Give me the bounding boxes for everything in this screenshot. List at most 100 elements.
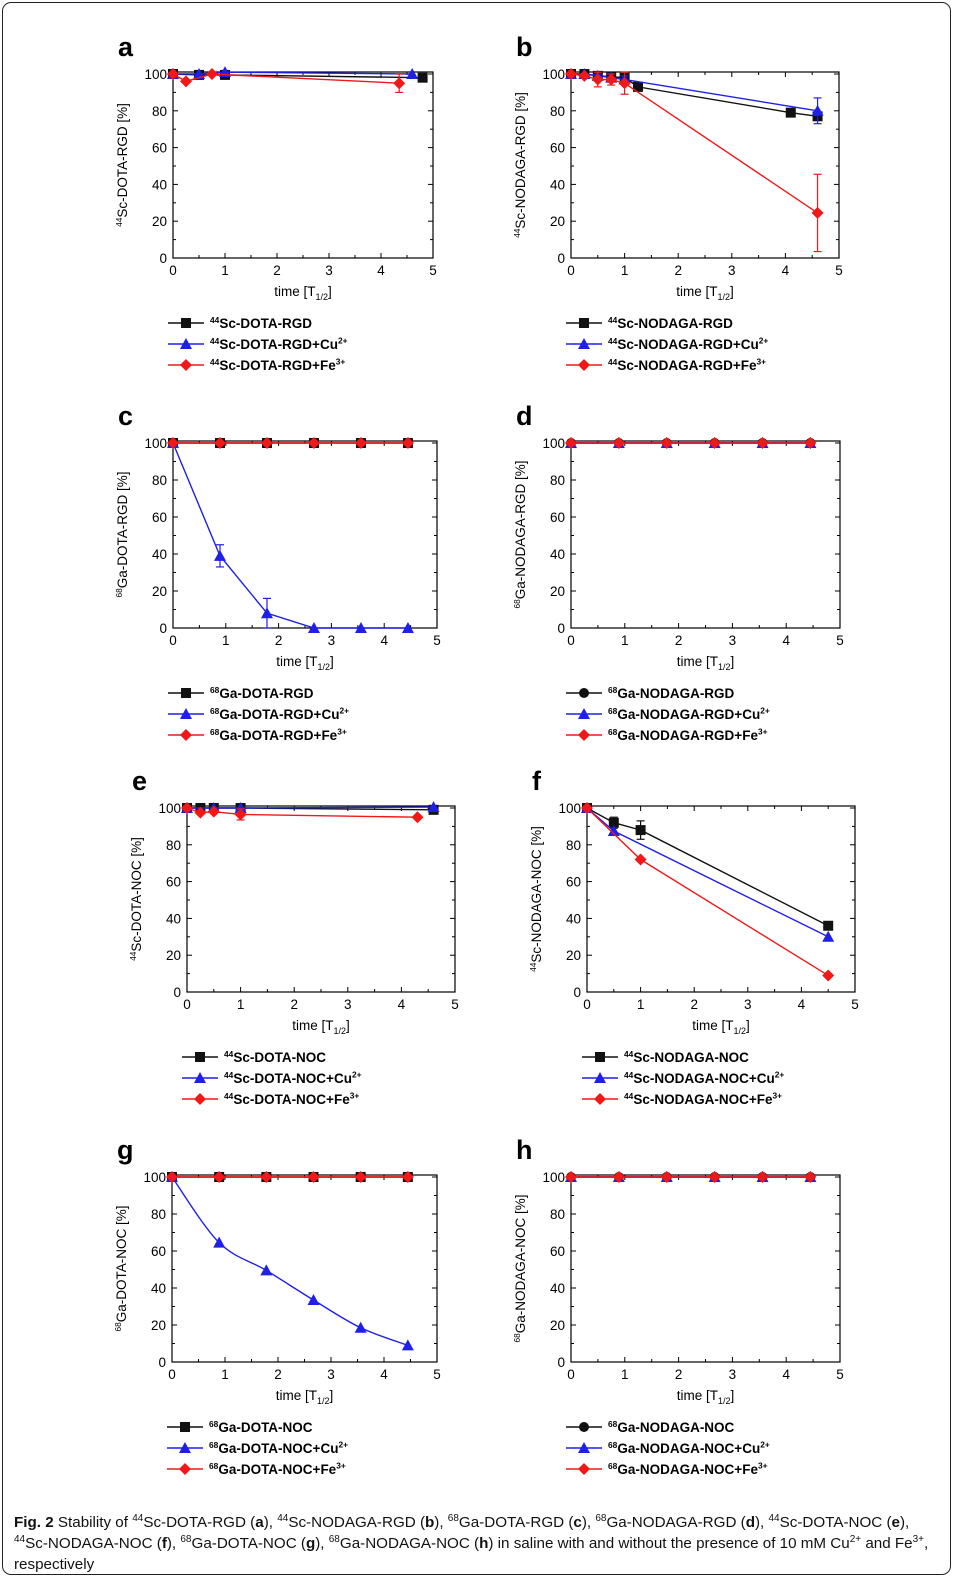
data-point (608, 817, 619, 828)
series-line (172, 442, 408, 629)
x-tick-label: 5 (851, 997, 859, 1012)
series-black (582, 803, 834, 931)
data-point (591, 73, 604, 86)
plot-frame (570, 440, 841, 629)
data-point (206, 68, 218, 80)
caption-fragment: Sc-NODAGA-NOC ( (25, 1535, 162, 1552)
y-tick-label: 60 (152, 510, 167, 525)
caption-fragment: Ga-NODAGA-NOC ( (339, 1535, 480, 1552)
data-point (393, 77, 406, 90)
y-tick-label: 20 (152, 584, 167, 599)
legend-label: 68Ga-DOTA-RGD (210, 685, 314, 701)
panel-letter-g: g (117, 1135, 134, 1165)
series-red (167, 437, 414, 449)
figure-caption: Fig. 2 Stability of 44Sc-DOTA-RGD (a), 4… (14, 1512, 939, 1575)
y-tick-label: 80 (550, 1207, 565, 1222)
caption-fragment: 44 (14, 1533, 26, 1545)
legend-marker (579, 1422, 589, 1432)
x-tick-label: 4 (782, 1367, 790, 1382)
x-tick-label: 4 (782, 633, 790, 648)
y-axis-label: 68Ga-NODAGA-RGD [%] (512, 460, 528, 608)
data-point (565, 437, 577, 449)
plot-frame (172, 440, 438, 629)
series-blue (581, 802, 835, 942)
legend-label: 44Sc-NODAGA-RGD+Fe3+ (608, 356, 766, 373)
plot-frame (570, 1174, 841, 1363)
data-point (811, 206, 824, 219)
data-point (578, 69, 591, 82)
x-tick-label: 1 (621, 633, 629, 648)
caption-fragment: Ga-DOTA-NOC ( (191, 1535, 306, 1552)
panel-b: b 0 1 2 3 4 5 0 20 40 60 80 100 time [T1/2] 44Sc-NODAG… (512, 32, 843, 373)
y-tick-label: 20 (550, 1318, 565, 1333)
y-tick-label: 0 (159, 621, 167, 636)
legend-label: 68Ga-NODAGA-NOC (608, 1419, 735, 1435)
series-blue (167, 437, 414, 633)
legend-marker (578, 1442, 590, 1453)
y-tick-label: 80 (566, 838, 581, 853)
y-axis-label: 44Sc-DOTA-NOC [%] (128, 837, 144, 961)
legend-label: 44Sc-NODAGA-NOC+Fe3+ (624, 1090, 782, 1107)
series-line (586, 807, 829, 977)
plot-frame (171, 1174, 438, 1363)
caption-fragment: g (305, 1535, 316, 1552)
legend-marker (578, 359, 590, 371)
legend-marker (594, 1093, 606, 1105)
data-point (167, 68, 179, 80)
figure-label: Fig. 2 (14, 1514, 54, 1531)
caption-fragment: , respectively (14, 1535, 929, 1573)
data-point (401, 1171, 414, 1183)
x-tick-label: 0 (567, 633, 575, 648)
legend-marker (181, 688, 191, 698)
data-point (822, 969, 835, 982)
data-point (756, 437, 769, 449)
y-tick-label: 0 (573, 985, 581, 1000)
data-point (213, 549, 226, 561)
panel-h: h 0 1 2 3 4 5 0 20 40 60 80 100 time [T1/2] 68Ga-NODAG… (512, 1135, 844, 1477)
legend-label: 44Sc-NODAGA-RGD+Cu2+ (608, 335, 768, 352)
y-axis-label: 68Ga-DOTA-RGD [%] (114, 471, 130, 597)
legend-marker (180, 359, 192, 371)
x-tick-label: 4 (380, 1367, 388, 1382)
data-point (194, 806, 207, 819)
data-point (660, 437, 673, 449)
x-tick-label: 5 (429, 263, 437, 278)
legend-marker (578, 729, 590, 741)
data-point (260, 1171, 273, 1183)
data-point (213, 1171, 226, 1183)
data-point (167, 437, 179, 449)
data-point (260, 607, 273, 619)
x-tick-label: 2 (290, 997, 298, 1012)
y-tick-label: 0 (159, 251, 167, 266)
legend-marker (179, 1442, 191, 1453)
legend-label: 44Sc-DOTA-NOC (224, 1049, 326, 1065)
data-point (634, 853, 647, 866)
legend-label: 44Sc-NODAGA-NOC+Cu2+ (624, 1069, 784, 1086)
caption-fragment: ), (315, 1535, 329, 1552)
data-point (612, 1171, 625, 1183)
caption-fragment: 44 (768, 1512, 780, 1524)
legend-marker (579, 318, 589, 328)
y-tick-label: 40 (151, 1281, 166, 1296)
data-point (660, 1171, 673, 1183)
panel-letter-a: a (118, 32, 134, 62)
x-axis-label: time [T1/2] (274, 284, 332, 302)
x-tick-label: 5 (433, 633, 441, 648)
caption-fragment: ), (166, 1535, 181, 1552)
caption-fragment: ), (754, 1514, 769, 1531)
series-line (172, 73, 400, 84)
y-tick-label: 40 (152, 547, 167, 562)
x-tick-label: 0 (183, 997, 191, 1012)
y-tick-label: 100 (542, 67, 565, 82)
panel-a: a 0 1 2 3 4 5 0 20 40 60 80 100 time [T1/2] 44Sc-DOTA-… (114, 32, 437, 373)
legend-marker (194, 1093, 206, 1105)
caption-fragment: a (255, 1514, 264, 1531)
y-tick-label: 100 (542, 1170, 565, 1185)
x-tick-label: 5 (836, 1367, 844, 1382)
x-tick-label: 2 (690, 997, 698, 1012)
data-point (307, 622, 320, 633)
x-axis-label: time [T1/2] (276, 1388, 334, 1406)
y-tick-label: 40 (550, 1281, 565, 1296)
x-tick-label: 1 (621, 263, 629, 278)
